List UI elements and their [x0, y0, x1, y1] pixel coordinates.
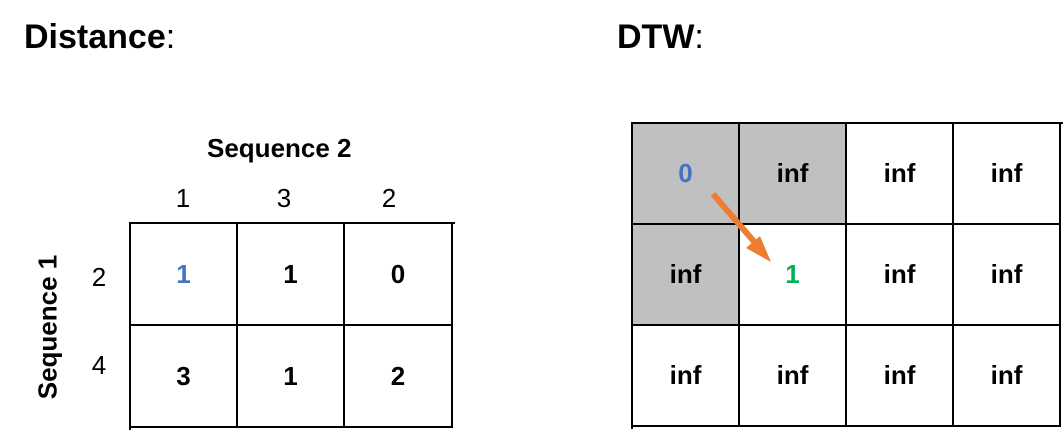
row-tick: 2: [91, 262, 107, 292]
dtw-cell: inf: [847, 326, 954, 427]
dtw-cell: inf: [740, 326, 847, 427]
dtw-cell: 0: [633, 124, 740, 225]
dtw-cell: inf: [847, 124, 954, 225]
distance-cell: 1: [131, 224, 238, 326]
dtw-cell: inf: [954, 326, 1061, 427]
distance-cell: 3: [131, 326, 238, 428]
distance-matrix: 1 1 0 3 1 2: [129, 222, 455, 430]
distance-cell: 1: [238, 326, 345, 428]
dtw-cell: 1: [740, 225, 847, 326]
dtw-cell: inf: [954, 225, 1061, 326]
dtw-cell: inf: [740, 124, 847, 225]
dtw-cell: inf: [954, 124, 1061, 225]
dtw-cell: inf: [847, 225, 954, 326]
sequence-1-axis-title: Sequence 1: [32, 254, 63, 400]
dtw-cell: inf: [633, 225, 740, 326]
row-tick: 4: [91, 350, 107, 380]
distance-cell: 0: [345, 224, 453, 326]
distance-cell: 2: [345, 326, 453, 428]
col-tick: 2: [381, 183, 397, 213]
dtw-heading: DTW:: [617, 18, 704, 56]
sequence-2-axis-title: Sequence 2: [207, 133, 352, 163]
dtw-cell: inf: [633, 326, 740, 427]
col-tick: 3: [276, 183, 292, 213]
dtw-matrix: 0 inf inf inf inf 1 inf inf inf inf inf …: [631, 122, 1063, 429]
distance-heading: Distance:: [24, 18, 176, 56]
col-tick: 1: [175, 183, 191, 213]
distance-cell: 1: [238, 224, 345, 326]
